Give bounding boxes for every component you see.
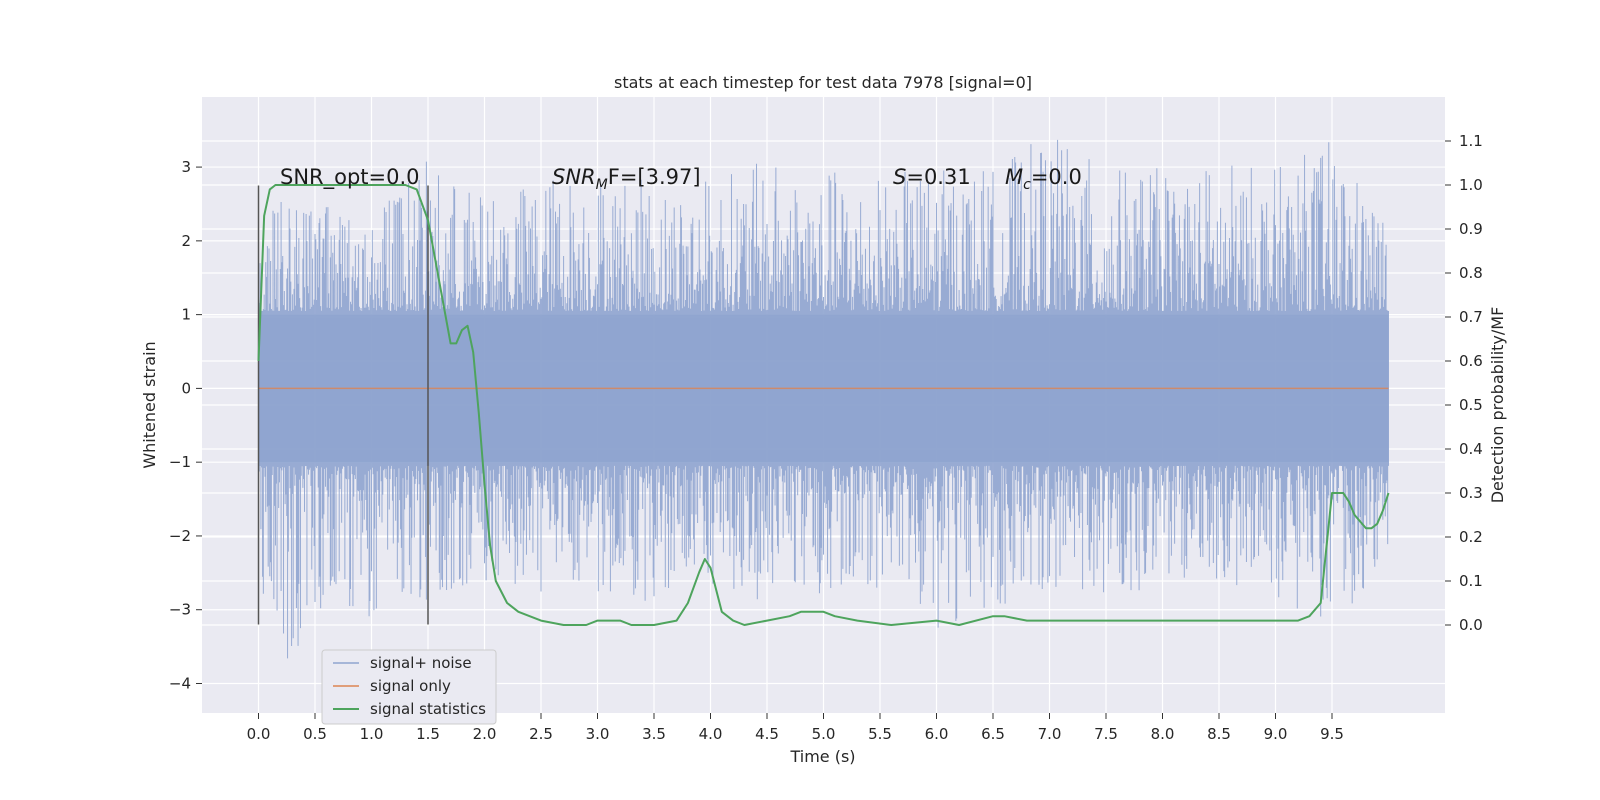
y-tick-label: 1 bbox=[181, 306, 191, 324]
x-tick-label: 8.0 bbox=[1151, 725, 1175, 743]
y-tick-label: 3 bbox=[181, 158, 191, 176]
x-tick-label: 3.0 bbox=[586, 725, 610, 743]
x-tick-label: 0.5 bbox=[303, 725, 327, 743]
x-tick-label: 8.5 bbox=[1207, 725, 1231, 743]
y-tick-label: −1 bbox=[169, 453, 191, 471]
y-tick-label: −4 bbox=[169, 674, 191, 692]
y2-axis-label: Detection probability/MF bbox=[1488, 307, 1507, 504]
legend-label-signal-only: signal only bbox=[370, 677, 451, 695]
legend-box bbox=[321, 649, 497, 725]
y2-tick-label: 0.8 bbox=[1459, 264, 1483, 282]
y2-tick-label: 0.3 bbox=[1459, 484, 1483, 502]
y-tick-label: −2 bbox=[169, 527, 191, 545]
y-axis-label: Whitened strain bbox=[140, 341, 159, 468]
annotation-s: S=0.31 bbox=[893, 165, 971, 189]
y2-tick-label: 0.4 bbox=[1459, 440, 1483, 458]
x-tick-label: 9.0 bbox=[1264, 725, 1288, 743]
annotation-snr-opt: SNR_opt=0.0 bbox=[280, 165, 420, 190]
y2-tick-label: 0.9 bbox=[1459, 220, 1483, 238]
x-tick-label: 4.5 bbox=[755, 725, 779, 743]
y2-tick-label: 1.1 bbox=[1459, 132, 1483, 150]
annotation-mc-sub: c bbox=[1023, 177, 1031, 193]
y2-tick-label: 0.6 bbox=[1459, 352, 1483, 370]
y-tick-label: 0 bbox=[181, 379, 191, 397]
x-tick-label: 3.5 bbox=[642, 725, 666, 743]
x-tick-label: 9.5 bbox=[1320, 725, 1344, 743]
annotation-s-value: =0.31 bbox=[906, 165, 970, 189]
x-tick-label: 5.0 bbox=[812, 725, 836, 743]
x-tick-label: 7.5 bbox=[1094, 725, 1118, 743]
y2-tick-label: 0.0 bbox=[1459, 616, 1483, 634]
x-tick-label: 2.0 bbox=[473, 725, 497, 743]
x-tick-label: 6.0 bbox=[925, 725, 949, 743]
y2-tick-label: 0.1 bbox=[1459, 572, 1483, 590]
y-axis-ticks: −4 −3 −2 −1 0 1 2 3 bbox=[169, 158, 202, 692]
y2-tick-label: 1.0 bbox=[1459, 176, 1483, 194]
annotation-mc-value: =0.0 bbox=[1031, 165, 1082, 189]
annotation-snr-mf-suffix: F=[3.97] bbox=[608, 165, 701, 189]
x-axis-ticks: 0.0 0.5 1.0 1.5 2.0 2.5 3.0 3.5 4.0 4.5 5.0 5.5 6.0 6… bbox=[247, 713, 1344, 743]
y2-tick-label: 0.2 bbox=[1459, 528, 1483, 546]
x-axis-label: Time (s) bbox=[789, 747, 855, 766]
legend: signal+ noise signal only signal statist… bbox=[321, 649, 497, 725]
y2-tick-label: 0.5 bbox=[1459, 396, 1483, 414]
y-tick-label: 2 bbox=[181, 232, 191, 250]
y2-tick-label: 0.7 bbox=[1459, 308, 1483, 326]
annotation-mc: Mc=0.0 bbox=[1005, 165, 1082, 193]
legend-label-signal-noise: signal+ noise bbox=[370, 654, 472, 672]
x-tick-label: 5.5 bbox=[868, 725, 892, 743]
x-tick-label: 0.0 bbox=[247, 725, 271, 743]
legend-label-signal-statistics: signal statistics bbox=[370, 700, 486, 718]
signal-statistics-line bbox=[257, 184, 1390, 626]
series-signal-statistics bbox=[257, 184, 1390, 626]
x-tick-label: 6.5 bbox=[981, 725, 1005, 743]
window-lines bbox=[257, 185, 429, 625]
x-tick-label: 1.0 bbox=[360, 725, 384, 743]
x-tick-label: 1.5 bbox=[416, 725, 440, 743]
annotation-snr-mf-sub: M bbox=[596, 177, 608, 193]
x-tick-label: 2.5 bbox=[529, 725, 553, 743]
chart-title: stats at each timestep for test data 797… bbox=[614, 73, 1032, 92]
annotation-snr-mf: SNRMF=[3.97] bbox=[552, 165, 701, 193]
annotation-snr-mf-prefix: SNR bbox=[552, 165, 596, 189]
x-tick-label: 7.0 bbox=[1038, 725, 1062, 743]
y2-axis-ticks: 0.0 0.1 0.2 0.3 0.4 0.5 0.6 0.7 0.8 0.9 1.0 1.1 bbox=[1445, 132, 1483, 634]
y-tick-label: −3 bbox=[169, 601, 191, 619]
annotation-mc-label: M bbox=[1005, 165, 1023, 189]
x-tick-label: 4.0 bbox=[699, 725, 723, 743]
annotation-s-label: S bbox=[893, 165, 906, 189]
